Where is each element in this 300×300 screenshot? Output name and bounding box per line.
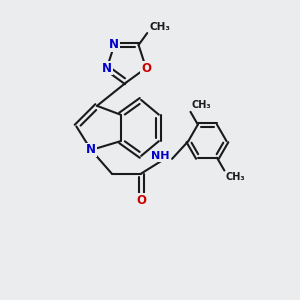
Text: N: N: [86, 143, 96, 157]
Text: O: O: [141, 61, 151, 74]
Text: O: O: [136, 194, 146, 207]
Text: NH: NH: [151, 151, 169, 161]
Text: CH₃: CH₃: [150, 22, 171, 32]
Text: N: N: [102, 61, 112, 74]
Text: CH₃: CH₃: [192, 100, 212, 110]
Text: CH₃: CH₃: [226, 172, 245, 182]
Text: N: N: [109, 38, 119, 52]
